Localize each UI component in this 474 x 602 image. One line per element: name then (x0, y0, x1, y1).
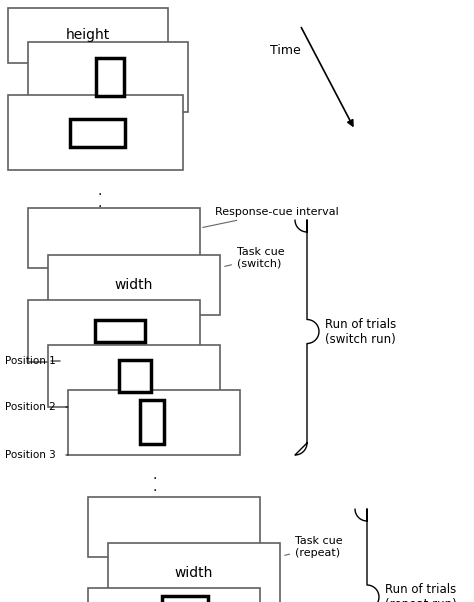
Bar (95, 320, 145, 342)
Text: Run of trials
(repeat run): Run of trials (repeat run) (385, 583, 457, 602)
Text: Position 1: Position 1 (5, 356, 56, 366)
Bar (71, 119, 126, 147)
Bar (162, 596, 208, 602)
Bar (88, 588, 260, 602)
Bar (28, 42, 188, 112)
Text: Task cue
(repeat): Task cue (repeat) (285, 536, 343, 558)
Text: ·
·: · · (153, 472, 157, 498)
Bar (119, 360, 151, 392)
Bar (108, 543, 280, 602)
Text: Run of trials
(switch run): Run of trials (switch run) (325, 317, 396, 346)
Text: width: width (175, 566, 213, 580)
Text: width: width (115, 278, 153, 292)
Text: Task cue
(switch): Task cue (switch) (225, 247, 284, 269)
Bar (8, 8, 168, 63)
Bar (140, 400, 164, 444)
Bar (48, 345, 220, 407)
Text: Response-cue interval: Response-cue interval (203, 207, 339, 228)
Bar (28, 300, 200, 362)
Bar (68, 390, 240, 455)
Bar (48, 255, 220, 315)
Bar (8, 95, 183, 170)
Text: ·
·: · · (98, 188, 102, 214)
Text: Position 2: Position 2 (5, 402, 56, 412)
Bar (96, 58, 124, 96)
Bar (28, 208, 200, 268)
Text: Position 3: Position 3 (5, 450, 56, 460)
Text: height: height (66, 28, 110, 43)
Bar (88, 497, 260, 557)
Text: Time: Time (270, 43, 301, 57)
